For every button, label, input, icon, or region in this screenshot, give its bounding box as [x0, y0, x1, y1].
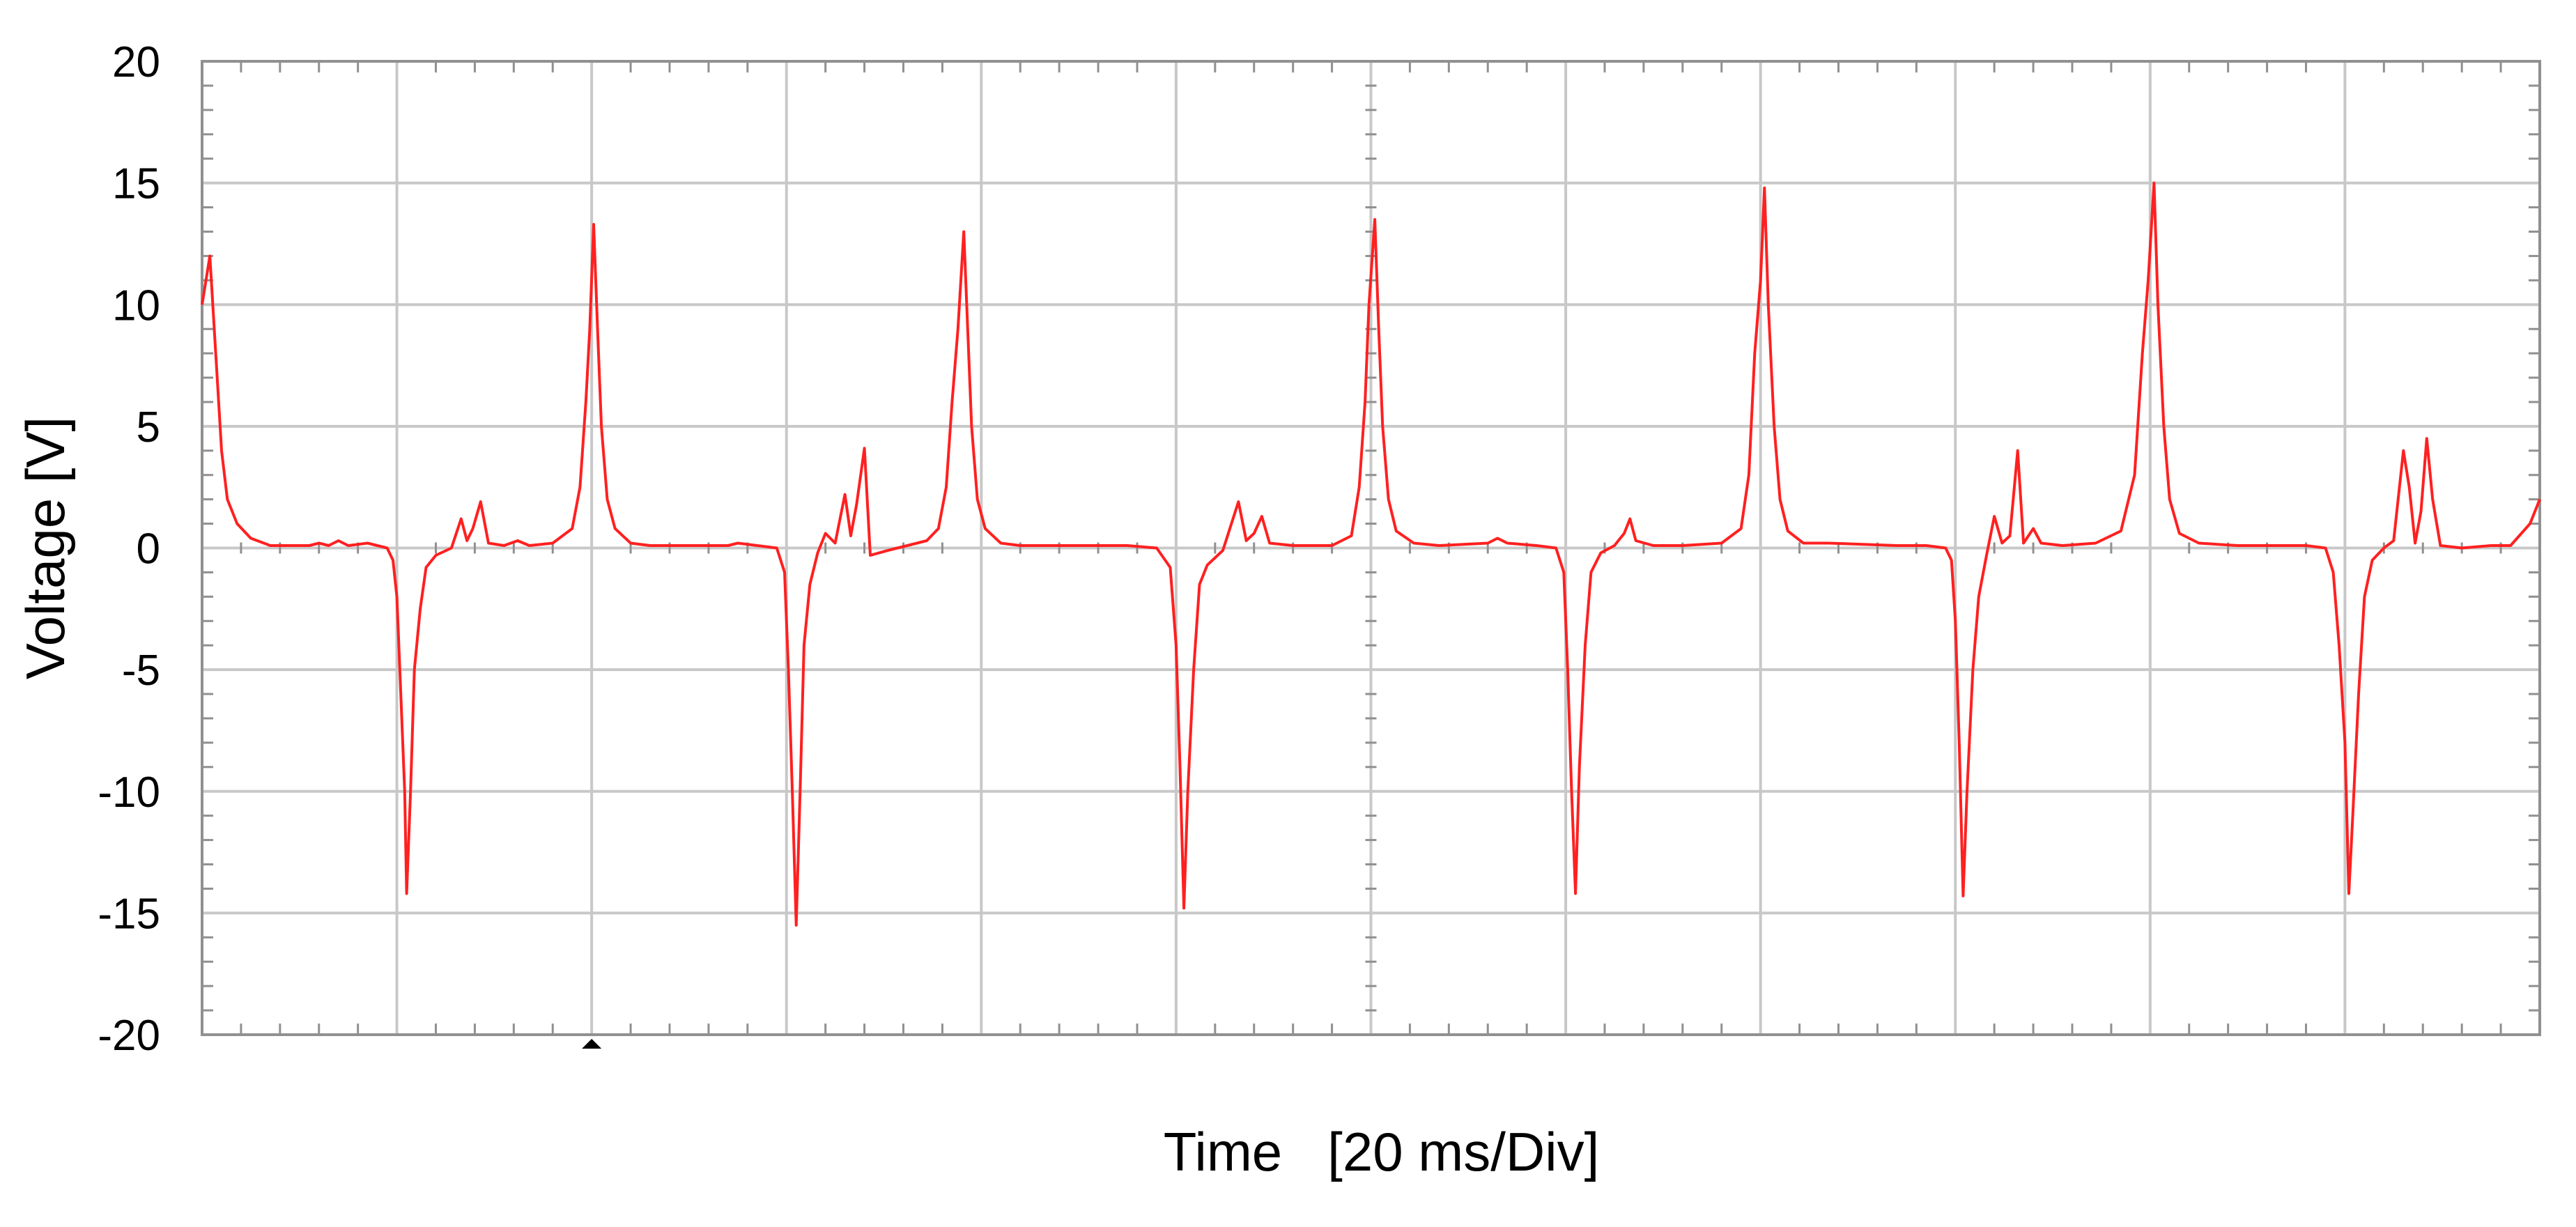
y-tick-label: -10: [98, 769, 160, 817]
y-tick-label: 10: [112, 281, 160, 330]
y-axis-title: Voltage [V]: [15, 417, 76, 679]
y-tick-labels: 20 15 10 5 0 -5 -10 -15 -20: [98, 38, 160, 1060]
trigger-marker-icon: [582, 1039, 602, 1049]
y-tick-label: -5: [122, 647, 160, 695]
y-tick-label: -20: [98, 1012, 160, 1060]
y-tick-label: 15: [112, 160, 160, 208]
y-tick-label: 5: [137, 403, 160, 452]
y-tick-label: 20: [112, 38, 160, 86]
plot-frame: [201, 60, 2541, 1036]
y-tick-label: 0: [137, 525, 160, 573]
voltage-trace: [201, 181, 2541, 927]
minor-ticks: [202, 61, 2540, 1035]
y-tick-label: -15: [98, 890, 160, 938]
x-axis-title: Time [20 ms/Div]: [1164, 1121, 1600, 1182]
